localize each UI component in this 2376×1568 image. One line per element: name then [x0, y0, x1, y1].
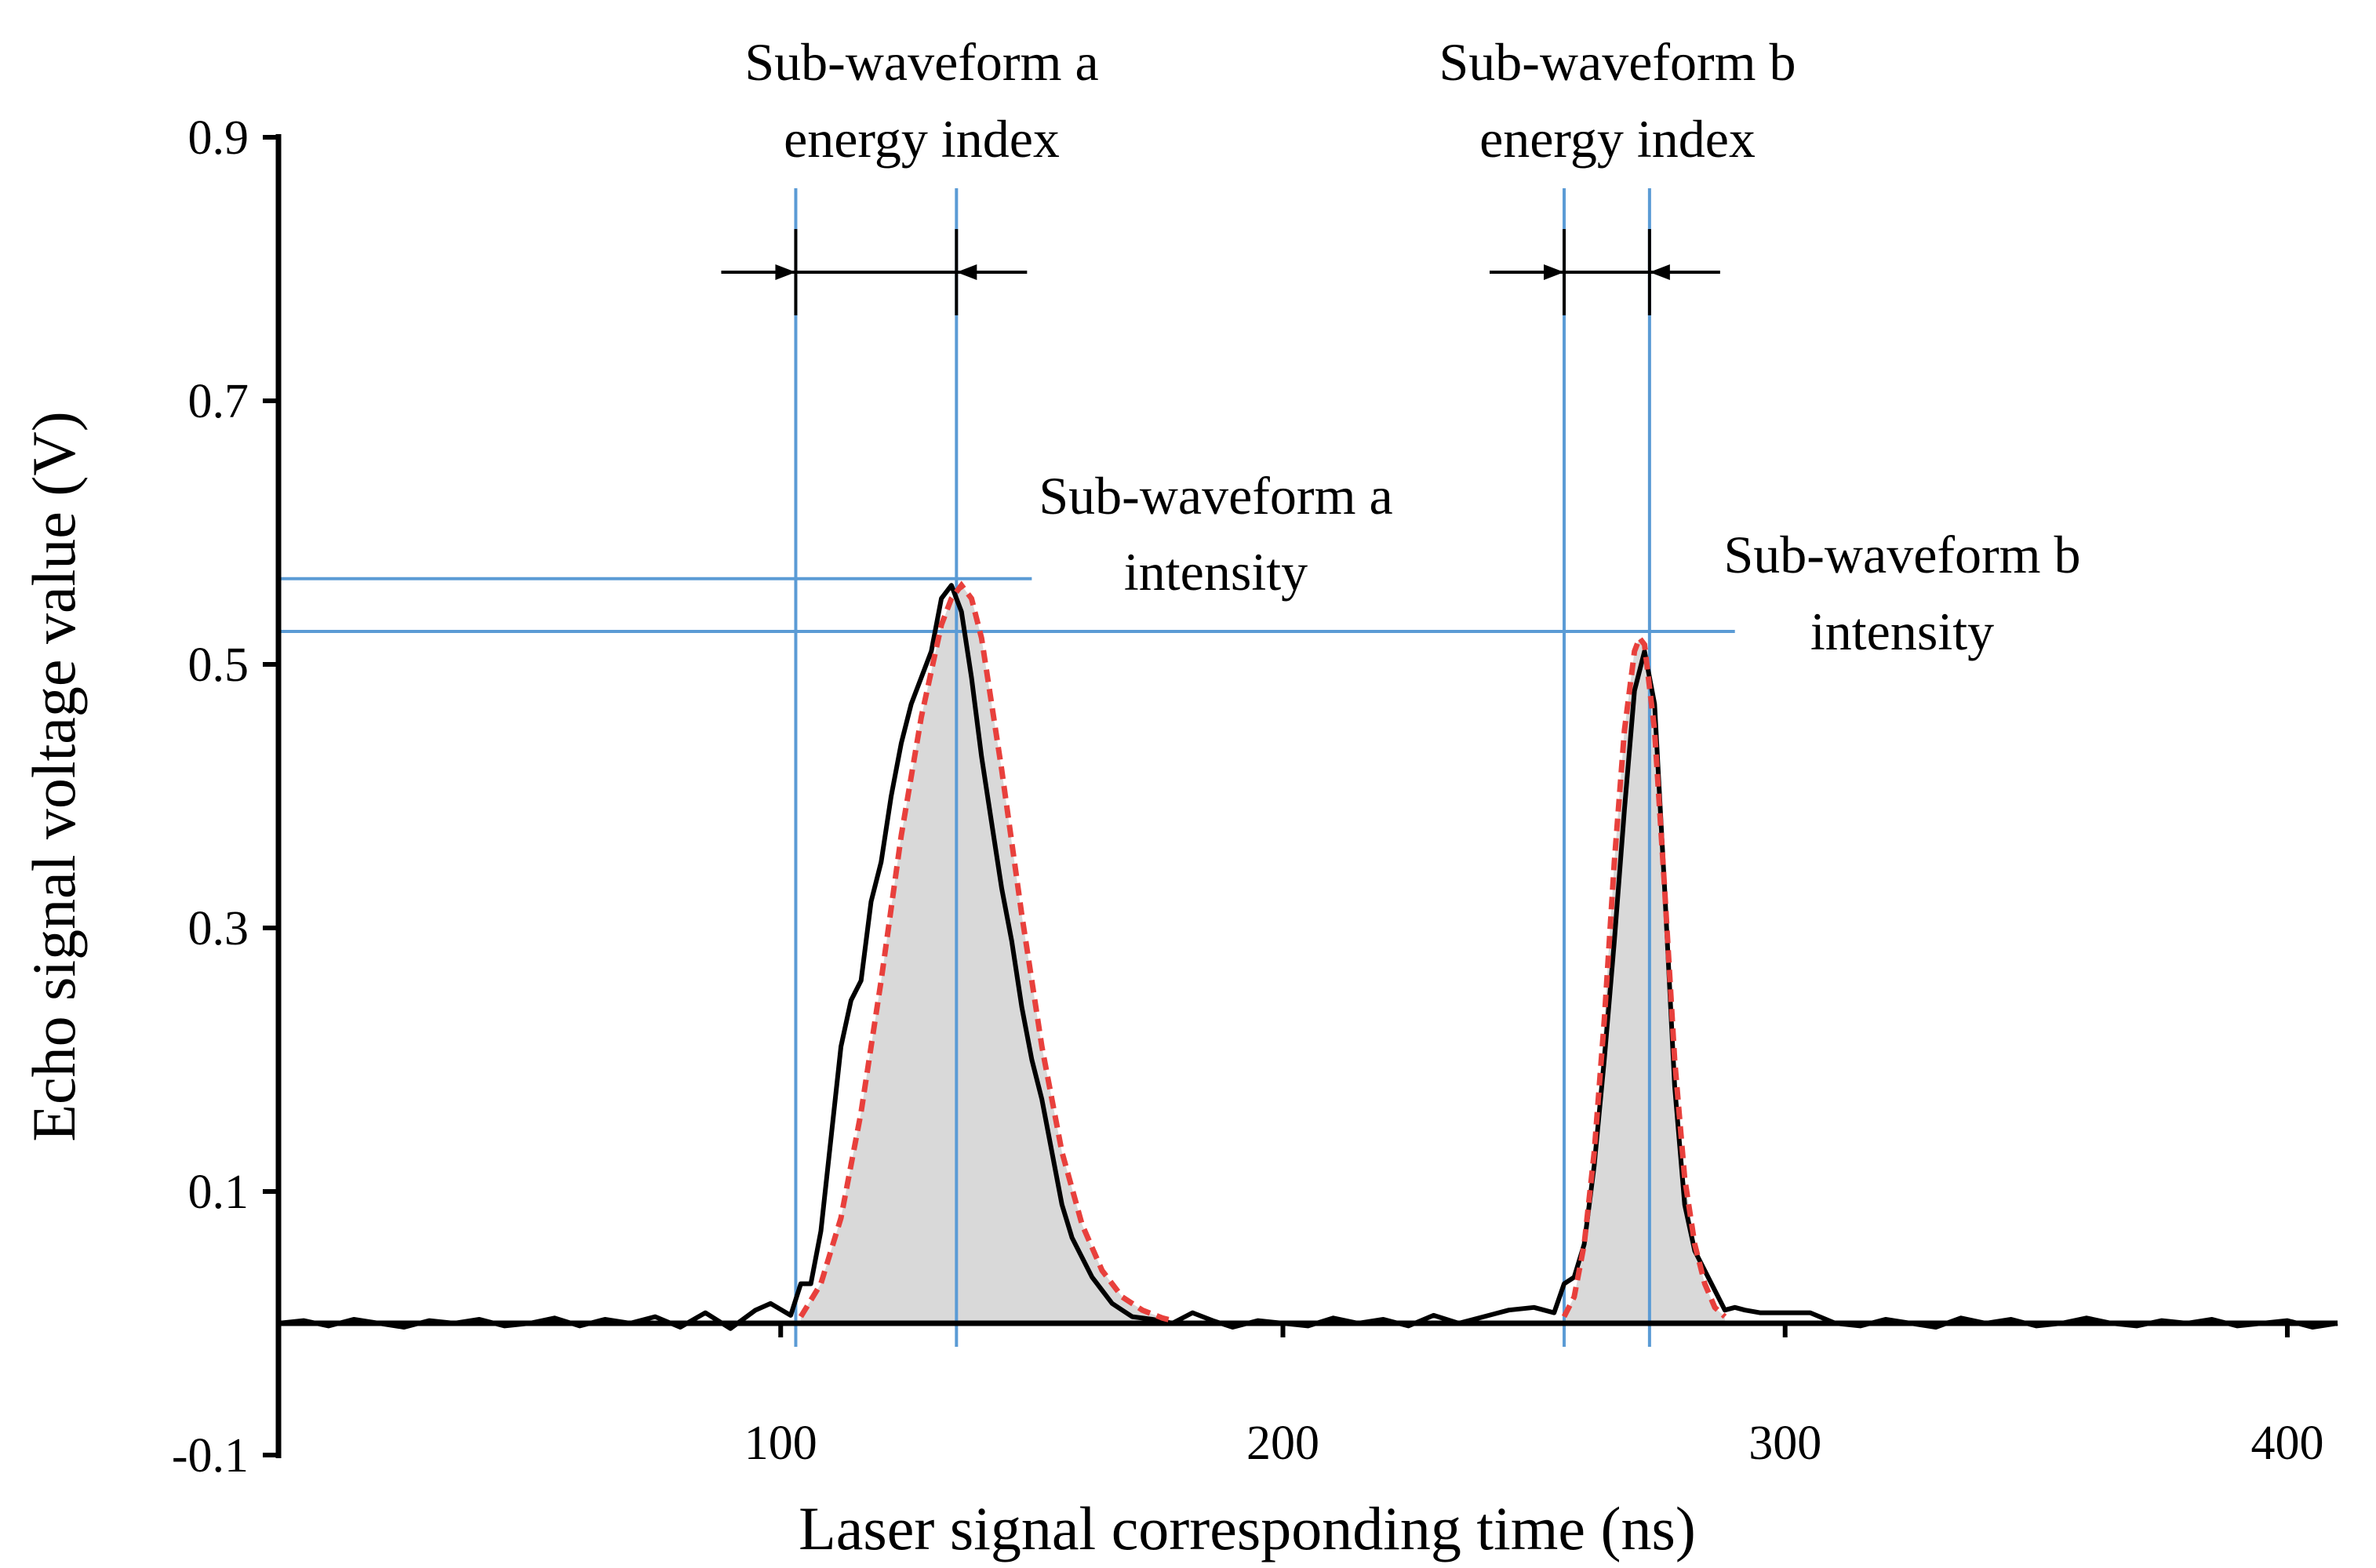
waveform-area-fill	[800, 585, 1725, 1323]
y-tick-label: 0.5	[188, 638, 249, 692]
arrow-b-right-head	[1649, 264, 1670, 280]
y-axis-title: Echo signal voltage value (V)	[20, 411, 88, 1141]
y-tick-label: -0.1	[172, 1429, 249, 1483]
peak-area-a	[800, 585, 1173, 1323]
y-tick-label: 0.7	[188, 375, 249, 428]
axes	[275, 134, 2338, 1458]
arrow-a-right-head	[956, 264, 977, 280]
annotation-a-energy-line2: energy index	[784, 109, 1060, 169]
peak-area-b	[1564, 638, 1725, 1323]
arrow-a-left-head	[775, 264, 796, 280]
x-tick-label: 200	[1246, 1417, 1319, 1470]
x-axis-title: Laser signal corresponding time (ns)	[799, 1494, 1696, 1563]
x-tick-label: 400	[2250, 1417, 2323, 1470]
arrow-b-left-head	[1544, 264, 1565, 280]
x-tick-label: 300	[1748, 1417, 1821, 1470]
annotation-b-intensity-line1: Sub-waveform b	[1723, 525, 2080, 584]
y-tick-label: 0.1	[188, 1166, 249, 1219]
annotation-a-energy-line1: Sub-waveform a	[744, 32, 1098, 92]
y-tick-label: 0.9	[188, 111, 249, 165]
x-tick-label: 100	[744, 1417, 817, 1470]
annotation-a-intensity-line1: Sub-waveform a	[1039, 466, 1392, 526]
series	[278, 580, 2338, 1331]
y-tick-label: 0.3	[188, 902, 249, 955]
annotation-b-energy-line1: Sub-waveform b	[1439, 32, 1796, 92]
energy-index-arrows	[721, 229, 1720, 315]
ticks: -0.1 0.1 0.3 0.5 0.7 0.9 100 200 300 400	[172, 111, 2324, 1483]
fitted-waveform-line-b	[1561, 632, 1727, 1319]
annotation-b-intensity-line2: intensity	[1810, 602, 1994, 661]
annotation-b-energy-line2: energy index	[1479, 109, 1756, 169]
raw-waveform-line	[278, 583, 2338, 1331]
fitted-waveform-line-a	[798, 580, 1173, 1323]
guide-lines	[278, 188, 1735, 1347]
annotation-a-intensity-line2: intensity	[1124, 542, 1308, 602]
